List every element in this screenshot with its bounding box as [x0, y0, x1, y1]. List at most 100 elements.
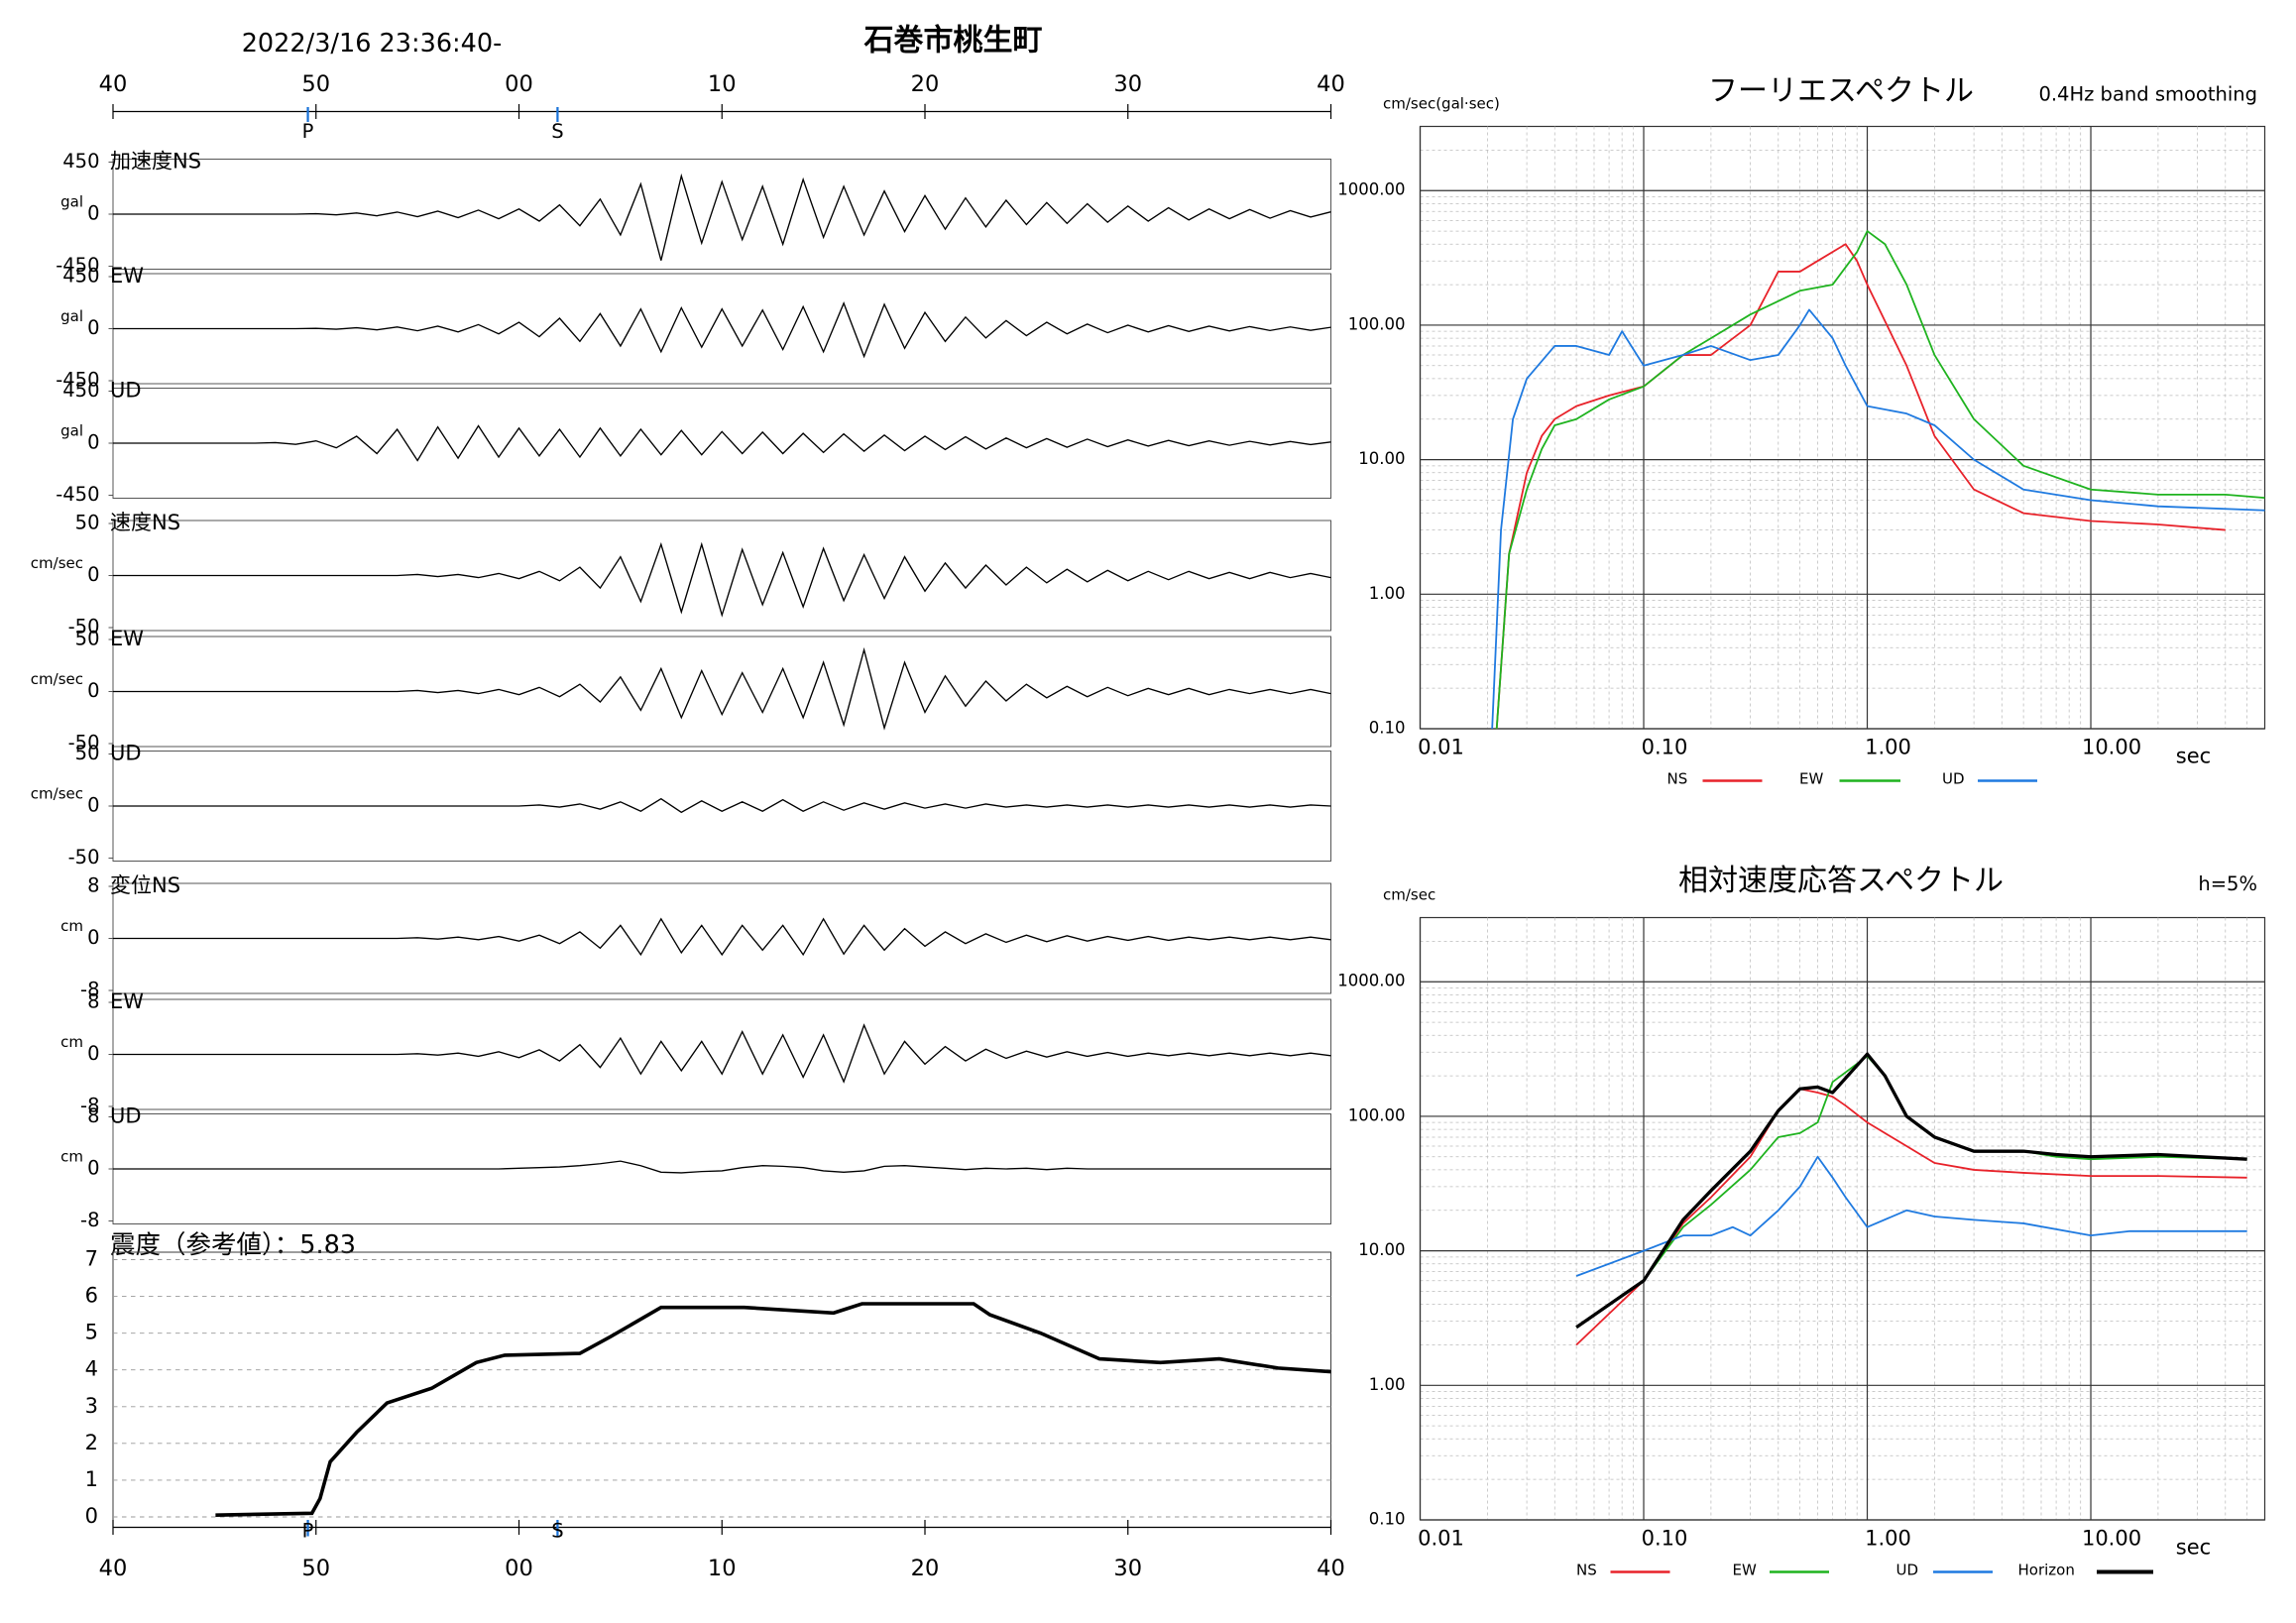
x-axis-label: sec — [2176, 745, 2211, 768]
spectrum-line — [1575, 1052, 2247, 1330]
unit-label: cm/sec — [31, 670, 83, 688]
y-tick-label: 1 — [85, 1467, 98, 1491]
y-tick-label: 450 — [62, 379, 99, 402]
legend-label: UD — [1942, 770, 1965, 788]
y-tick-label: 7 — [85, 1247, 98, 1271]
spectrum-line — [1495, 230, 2265, 730]
spectrum-line — [1491, 308, 2265, 730]
y-tick-label: 3 — [85, 1394, 98, 1418]
y-tick-label: 0 — [85, 1504, 98, 1528]
waveform — [113, 1023, 1331, 1084]
unit-label: cm — [60, 1148, 83, 1166]
unit-label: cm — [60, 917, 83, 935]
y-tick-label: 0 — [87, 1042, 99, 1065]
y-tick-label: -8 — [80, 1209, 99, 1231]
intensity-title: 震度（参考値）：5.83 — [110, 1230, 356, 1260]
unit-label: cm/sec — [31, 785, 83, 803]
chart-title: 相対速度応答スペクトル — [1678, 864, 2004, 898]
panel-label: 速度NS — [110, 511, 180, 534]
y-tick-label: 50 — [75, 742, 100, 764]
waveform — [113, 173, 1331, 261]
unit-label: gal — [60, 193, 83, 211]
spectrum-line — [1495, 243, 2226, 730]
panel-label: UD — [110, 1104, 142, 1128]
unit-label: cm — [60, 1033, 83, 1051]
panel-label: EW — [110, 264, 144, 288]
y-tick-label: 6 — [85, 1284, 98, 1308]
y-tick-label: 1.00 — [1369, 1375, 1406, 1394]
y-tick-label: 450 — [62, 150, 99, 173]
x-tick-label: 00 — [505, 71, 533, 97]
panel-label: EW — [110, 627, 144, 650]
x-tick-label: 50 — [301, 71, 330, 97]
y-tick-label: 0 — [87, 202, 99, 225]
y-tick-label: 50 — [75, 512, 100, 534]
y-tick-label: 1000.00 — [1337, 972, 1405, 990]
y-tick-label: 4 — [85, 1357, 98, 1381]
y-tick-label: -450 — [56, 369, 99, 392]
intensity-line — [215, 1302, 1331, 1517]
y-tick-label: 1.00 — [1369, 584, 1406, 603]
y-tick-label: 0 — [87, 431, 99, 454]
y-tick-label: -450 — [56, 254, 99, 277]
x-tick-label: 0.10 — [1642, 736, 1688, 759]
x-tick-label: 20 — [911, 1556, 940, 1581]
unit-label: gal — [60, 422, 83, 440]
chart-subtitle: h=5% — [2198, 872, 2257, 895]
legend-label: NS — [1576, 1562, 1597, 1579]
x-tick-label: 1.00 — [1865, 736, 1911, 759]
x-tick-label: 0.01 — [1418, 1527, 1464, 1551]
phase-label: S — [551, 1520, 563, 1543]
y-tick-label: 0 — [87, 563, 99, 586]
waveform — [113, 917, 1331, 957]
y-tick-label: 0 — [87, 316, 99, 339]
waveform — [113, 301, 1331, 359]
station-title: 石巻市桃生町 — [863, 24, 1043, 58]
y-tick-label: -50 — [68, 616, 100, 638]
waveform — [113, 797, 1331, 814]
y-tick-label: -8 — [80, 979, 99, 1001]
spectrum-line — [1575, 1088, 2247, 1346]
y-tick-label: 10.00 — [1358, 1240, 1405, 1259]
x-tick-label: 40 — [1317, 71, 1345, 97]
y-tick-label: 5 — [85, 1321, 98, 1344]
chart-title: フーリエスペクトル — [1708, 74, 1974, 109]
unit-label: gal — [60, 307, 83, 325]
x-tick-label: 10.00 — [2082, 736, 2141, 759]
y-tick-label: 0.10 — [1369, 719, 1406, 738]
y-tick-label: 0 — [87, 1157, 99, 1180]
x-tick-label: 10 — [708, 71, 737, 97]
y-tick-label: -450 — [56, 483, 99, 506]
y-tick-label: 10.00 — [1358, 449, 1405, 468]
y-tick-label: 450 — [62, 265, 99, 288]
y-tick-label: 8 — [87, 990, 99, 1013]
x-tick-label: 40 — [99, 71, 128, 97]
x-axis-label: sec — [2176, 1536, 2211, 1560]
unit-label: cm/sec — [31, 554, 83, 572]
waveform — [113, 646, 1331, 731]
phase-label: P — [302, 120, 314, 143]
waveform — [113, 424, 1331, 462]
x-tick-label: 30 — [1113, 71, 1142, 97]
panel-label: 加速度NS — [110, 150, 201, 174]
panel-label: UD — [110, 379, 142, 403]
y-tick-label: 100.00 — [1348, 314, 1406, 333]
y-tick-label: 0 — [87, 794, 99, 817]
legend-label: Horizon — [2018, 1562, 2075, 1579]
x-tick-label: 0.01 — [1418, 736, 1464, 759]
legend-label: EW — [1733, 1562, 1757, 1579]
x-tick-label: 30 — [1113, 1556, 1142, 1581]
waveform — [113, 541, 1331, 618]
y-tick-label: 100.00 — [1348, 1105, 1406, 1124]
y-tick-label: -50 — [68, 846, 100, 869]
x-tick-label: 1.00 — [1865, 1527, 1911, 1551]
x-tick-label: 00 — [505, 1556, 533, 1581]
chart-subtitle: 0.4Hz band smoothing — [2038, 83, 2257, 106]
y-tick-label: 8 — [87, 874, 99, 897]
y-tick-label: 2 — [85, 1431, 98, 1454]
panel-label: UD — [110, 742, 142, 765]
x-tick-label: 50 — [301, 1556, 330, 1581]
y-tick-label: 0 — [87, 926, 99, 949]
